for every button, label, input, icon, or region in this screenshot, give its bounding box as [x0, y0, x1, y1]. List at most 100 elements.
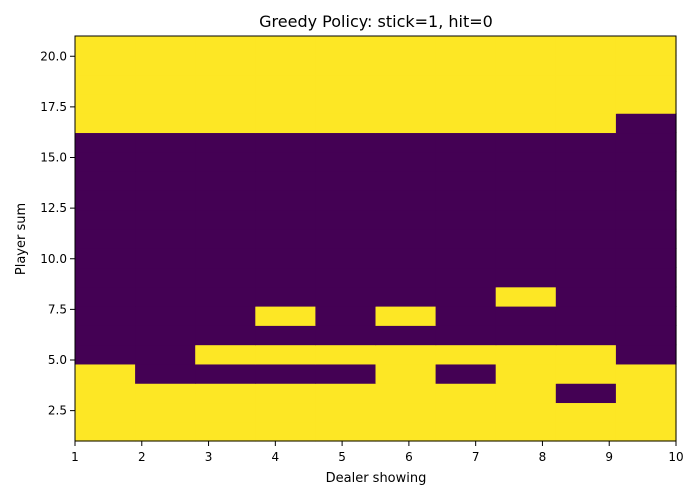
heatmap-cell — [495, 344, 557, 365]
y-tick-label: 12.5 — [40, 201, 67, 215]
heatmap-cell — [375, 171, 437, 191]
heatmap-cell — [555, 74, 617, 95]
heatmap-cell — [375, 93, 437, 114]
heatmap-cell — [615, 93, 677, 114]
heatmap-cell — [375, 286, 437, 307]
heatmap-cell — [75, 306, 136, 326]
heatmap-cell — [555, 248, 617, 269]
heatmap-cell — [435, 383, 497, 404]
y-tick-label: 17.5 — [40, 100, 67, 114]
heatmap-cell — [135, 74, 196, 95]
heatmap-cell — [135, 132, 196, 153]
heatmap-cell — [495, 402, 557, 423]
heatmap-cell — [195, 344, 256, 365]
heatmap-cell — [315, 248, 377, 269]
heatmap-cell — [255, 383, 316, 404]
heatmap-cell — [75, 190, 136, 211]
heatmap-cell — [375, 402, 437, 423]
heatmap-cell — [135, 306, 196, 326]
heatmap-cell — [135, 113, 196, 134]
heatmap-cell — [435, 190, 497, 211]
heatmap-cell — [435, 286, 497, 307]
heatmap-cell — [195, 421, 256, 442]
heatmap-cell — [375, 383, 437, 404]
x-tick-label: 5 — [338, 450, 346, 464]
heatmap-cell — [195, 325, 256, 346]
heatmap-cell — [435, 421, 497, 442]
heatmap-cell — [315, 402, 377, 423]
heatmap-cell — [75, 325, 136, 346]
heatmap-cell — [75, 93, 136, 114]
heatmap-cell — [435, 248, 497, 269]
heatmap-cell — [495, 113, 557, 134]
heatmap-cell — [435, 228, 497, 249]
heatmap-cell — [615, 36, 677, 56]
heatmap-cell — [495, 267, 557, 288]
heatmap-cell — [195, 402, 256, 423]
heatmap-cell — [375, 190, 437, 211]
heatmap-cell — [495, 363, 557, 384]
x-tick-label: 1 — [71, 450, 79, 464]
x-tick-label: 3 — [205, 450, 213, 464]
heatmap-cell — [135, 325, 196, 346]
heatmap-cell — [435, 171, 497, 191]
heatmap-cell — [255, 248, 316, 269]
heatmap-cell — [195, 267, 256, 288]
heatmap-cell — [495, 151, 557, 172]
heatmap-cell — [315, 55, 377, 76]
heatmap-cell — [555, 228, 617, 249]
heatmap-cell — [555, 344, 617, 365]
heatmap-cell — [135, 267, 196, 288]
y-tick-label: 15.0 — [40, 151, 67, 165]
heatmap-cell — [375, 421, 437, 442]
heatmap-cell — [495, 74, 557, 95]
heatmap-cell — [495, 36, 557, 56]
heatmap-cell — [435, 55, 497, 76]
heatmap-cell — [555, 286, 617, 307]
heatmap-cell — [75, 74, 136, 95]
heatmap-cell — [315, 36, 377, 56]
heatmap-cell — [255, 132, 316, 153]
heatmap-cell — [135, 421, 196, 442]
heatmap-cell — [435, 209, 497, 230]
heatmap-cell — [315, 74, 377, 95]
heatmap-cell — [555, 421, 617, 442]
heatmap-cell — [615, 344, 677, 365]
y-tick-label: 7.5 — [48, 302, 67, 316]
heatmap-cell — [195, 248, 256, 269]
heatmap-cell — [315, 171, 377, 191]
heatmap-cell — [555, 55, 617, 76]
x-tick-label: 10 — [668, 450, 683, 464]
heatmap-cell — [315, 267, 377, 288]
heatmap-cell — [375, 151, 437, 172]
heatmap-cell — [195, 151, 256, 172]
heatmap-cell — [615, 421, 677, 442]
heatmap-cell — [255, 209, 316, 230]
heatmap-cell — [75, 344, 136, 365]
heatmap-cell — [495, 421, 557, 442]
heatmap-cell — [135, 36, 196, 56]
heatmap-cell — [615, 383, 677, 404]
heatmap-cell — [135, 55, 196, 76]
heatmap-cell — [315, 344, 377, 365]
heatmap-cell — [495, 383, 557, 404]
heatmap-cell — [495, 248, 557, 269]
heatmap-cell — [255, 151, 316, 172]
heatmap-cell — [75, 113, 136, 134]
heatmap-cell — [315, 421, 377, 442]
heatmap-cell — [315, 363, 377, 384]
heatmap-cell — [615, 248, 677, 269]
heatmap-cell — [255, 344, 316, 365]
heatmap-cell — [75, 209, 136, 230]
y-tick-label: 20.0 — [40, 49, 67, 63]
heatmap-cell — [495, 209, 557, 230]
heatmap-cell — [315, 209, 377, 230]
y-tick-label: 2.5 — [48, 404, 67, 418]
heatmap-cell — [75, 402, 136, 423]
heatmap-cell — [75, 248, 136, 269]
heatmap-cell — [555, 383, 617, 404]
heatmap-cell — [195, 190, 256, 211]
heatmap-cell — [375, 74, 437, 95]
heatmap-cell — [375, 228, 437, 249]
